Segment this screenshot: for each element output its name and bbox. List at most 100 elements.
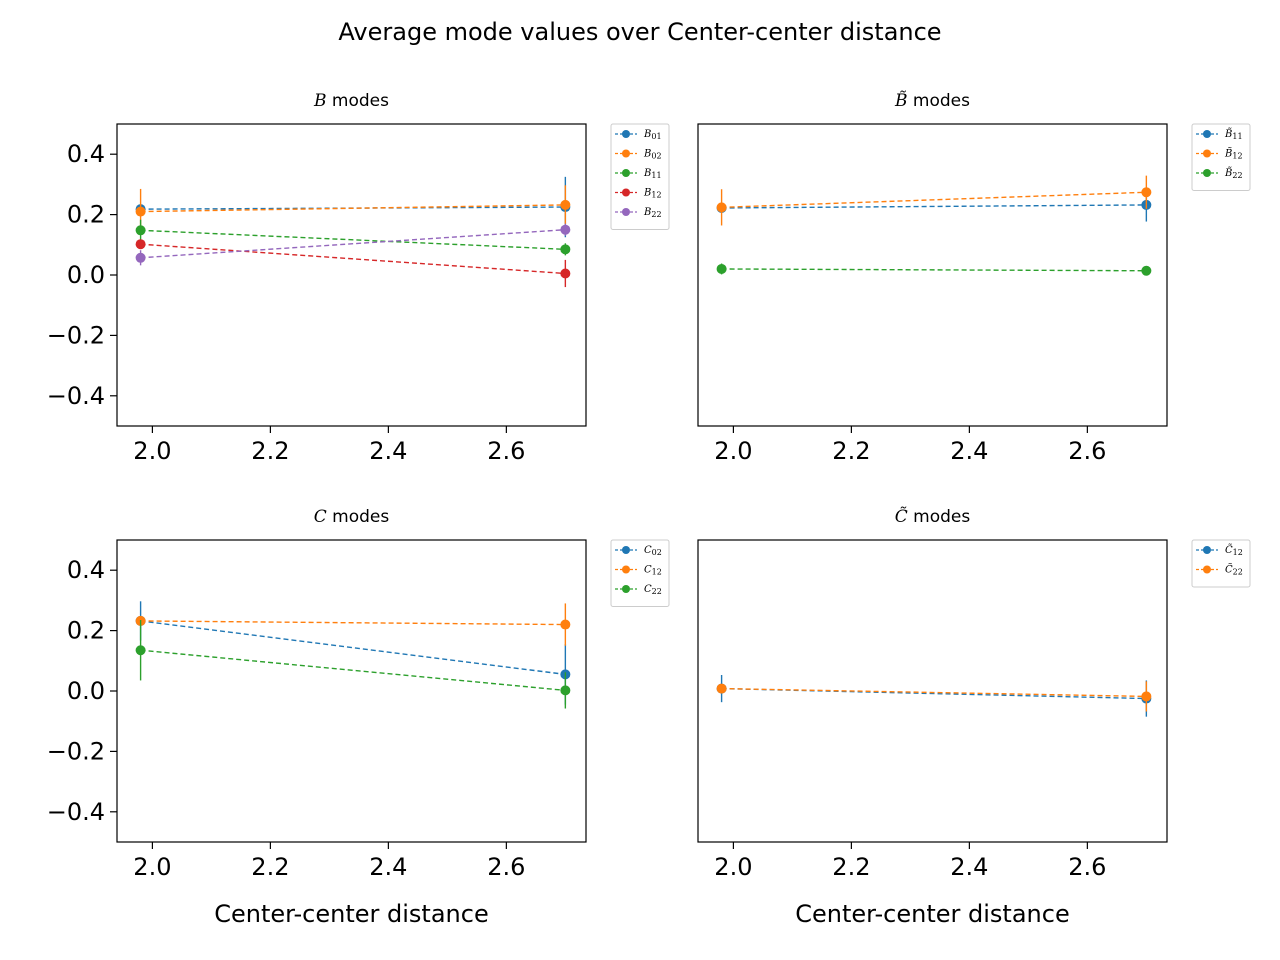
legend-label-sub: 12 — [1233, 548, 1243, 557]
legend-entry-C12: C12 — [615, 565, 662, 577]
data-point — [560, 619, 571, 630]
legend-entry-B̃11: B̃11 — [1196, 128, 1243, 141]
legend-entry-B22: B22 — [615, 207, 662, 219]
legend-marker — [1203, 130, 1211, 138]
y-tick-label: 0.0 — [67, 261, 105, 289]
legend-entry-B01: B01 — [615, 129, 662, 141]
legend-label: B̃22 — [1224, 167, 1243, 180]
legend-label-sub: 02 — [652, 548, 662, 557]
panel-title-rest: modes — [908, 91, 971, 111]
legend-label-main: B — [643, 188, 651, 199]
legend-label: B02 — [643, 149, 662, 161]
data-point — [560, 244, 571, 255]
x-axis-label: Center-center distance — [214, 900, 488, 928]
x-tick-label: 2.6 — [487, 437, 525, 465]
panel-title: C̃ modes — [895, 507, 971, 527]
data-point — [716, 202, 727, 213]
data-point — [135, 239, 146, 250]
legend-label: C̃22 — [1225, 564, 1243, 577]
legend-marker — [1203, 546, 1211, 554]
panel-title-symbol: B̃ — [894, 91, 908, 111]
series-line — [721, 204, 1147, 209]
legend-label-sub: 01 — [651, 132, 661, 141]
series-B22 — [135, 223, 571, 266]
data-point — [135, 252, 146, 263]
data-point — [560, 685, 571, 696]
axes-frame — [697, 123, 1168, 427]
legend-label-main: C — [644, 565, 652, 576]
y-tick-label: −0.2 — [47, 737, 105, 765]
legend-label-main: C — [644, 545, 652, 556]
panel-title: C modes — [314, 507, 390, 527]
panel-title: B̃ modes — [894, 91, 970, 111]
axes-frame — [697, 539, 1168, 843]
y-tick-label: −0.4 — [47, 382, 105, 410]
legend-marker — [622, 208, 630, 216]
series-line — [140, 229, 566, 259]
x-tick-label: 2.0 — [133, 437, 171, 465]
data-point — [560, 224, 571, 235]
figure-title: Average mode values over Center-center d… — [338, 18, 941, 46]
legend-label-sub: 22 — [652, 587, 662, 596]
legend: B̃11B̃12B̃22 — [1191, 123, 1251, 191]
x-tick-label: 2.6 — [1068, 437, 1106, 465]
x-tick-label: 2.6 — [1068, 853, 1106, 881]
panel-title-symbol: B — [313, 91, 327, 111]
x-tick-label: 2.4 — [950, 437, 988, 465]
series-line — [140, 620, 566, 676]
legend-marker — [622, 188, 630, 197]
series-B12 — [135, 239, 571, 288]
series-C̃22 — [716, 681, 1152, 712]
panel-title-symbol: C — [314, 507, 327, 527]
legend-label-sub: 22 — [1233, 568, 1243, 577]
legend-label-sub: 12 — [652, 568, 662, 577]
data-point — [1141, 691, 1152, 702]
legend-label-main: B — [643, 149, 651, 160]
legend-label-sub: 12 — [1232, 152, 1242, 161]
legend-marker — [622, 149, 630, 158]
legend-entry-B02: B02 — [615, 149, 662, 161]
data-point — [1141, 265, 1152, 276]
panel-title-rest: modes — [327, 507, 390, 527]
series-C22 — [135, 620, 571, 709]
legend-label-main: B̃ — [1224, 148, 1232, 160]
legend-label: B̃12 — [1224, 148, 1243, 161]
series-line — [140, 204, 566, 213]
legend-marker — [622, 130, 630, 138]
legend-entry-B̃12: B̃12 — [1196, 148, 1243, 161]
legend-label: C̃12 — [1225, 544, 1243, 557]
legend-entry-B11: B11 — [615, 168, 662, 180]
series-B̃22 — [716, 263, 1152, 276]
legend-label-main: B̃ — [1224, 167, 1232, 179]
data-point — [135, 645, 146, 656]
series-line — [721, 191, 1147, 209]
panel-title-symbol: C̃ — [895, 507, 908, 527]
data-point — [135, 206, 146, 217]
legend-entry-C02: C02 — [615, 545, 662, 557]
y-tick-label: 0.0 — [67, 677, 105, 705]
x-tick-label: 2.0 — [714, 853, 752, 881]
y-tick-label: 0.2 — [67, 201, 105, 229]
legend-label-sub: 22 — [651, 210, 661, 219]
x-tick-label: 2.4 — [369, 853, 407, 881]
legend-label: B12 — [643, 188, 662, 200]
legend-marker — [622, 565, 630, 574]
legend-label-main: C̃ — [1225, 544, 1233, 556]
legend-label-sub: 11 — [651, 171, 661, 180]
x-tick-label: 2.2 — [251, 437, 289, 465]
legend-label-main: C̃ — [1225, 564, 1233, 576]
legend-label-sub: 12 — [651, 191, 661, 200]
legend-label-main: B — [643, 129, 651, 140]
legend-label-sub: 11 — [1232, 132, 1242, 141]
legend-label-sub: 02 — [651, 152, 661, 161]
legend-marker — [1203, 169, 1211, 177]
data-point — [560, 268, 571, 279]
y-tick-label: −0.4 — [47, 798, 105, 826]
legend-label-main: C — [644, 584, 652, 595]
legend-entry-C22: C22 — [615, 584, 662, 596]
x-tick-label: 2.6 — [487, 853, 525, 881]
legend-marker — [1203, 149, 1211, 158]
